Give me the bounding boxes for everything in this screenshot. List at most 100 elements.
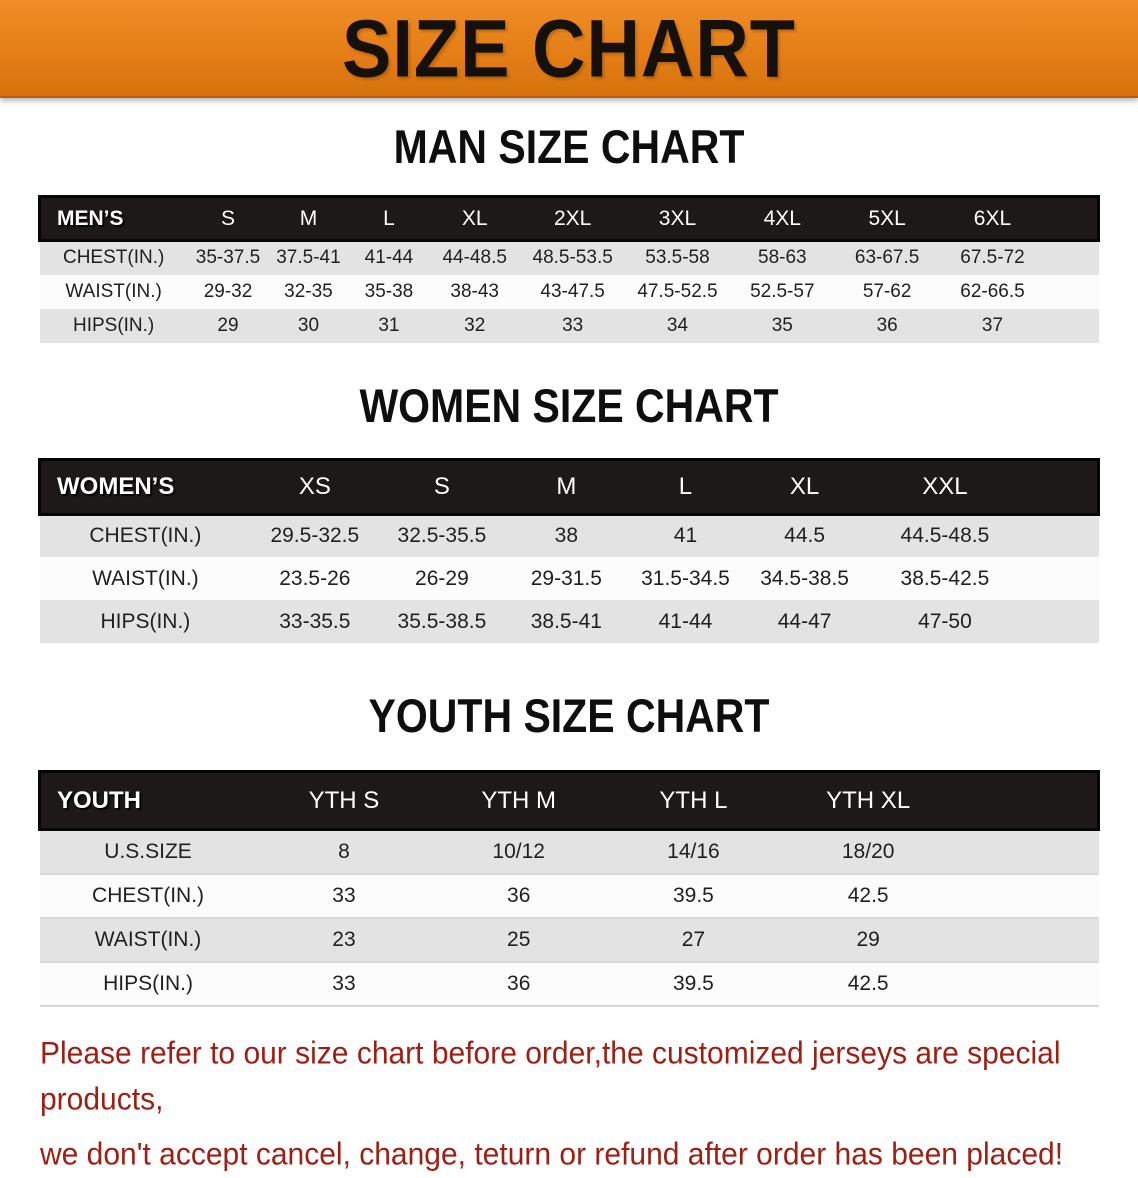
men-group-label: MEN’S	[37, 195, 188, 242]
value-cell: 18/20	[780, 829, 956, 875]
value-cell: 36	[834, 308, 940, 343]
value-cell: 29-32	[187, 274, 269, 309]
spacer-cell	[1024, 557, 1099, 600]
youth-header-row: YOUTH YTH S YTH M YTH L YTH XL	[37, 770, 1100, 831]
value-cell: 35.5-38.5	[378, 600, 506, 643]
size-column-header: 5XL	[834, 195, 940, 242]
value-cell: 29.5-32.5	[251, 514, 379, 557]
row-label: WAIST(IN.)	[39, 274, 188, 309]
value-cell: 37.5-41	[268, 240, 349, 275]
value-cell: 44-47	[743, 600, 866, 643]
men-size-section: MAN SIZE CHART MEN’S S M L XL 2XL 3XL 4X…	[0, 120, 1138, 343]
row-label: CHEST(IN.)	[39, 240, 188, 275]
value-cell: 27	[606, 917, 781, 963]
size-column-header: 2XL	[520, 195, 626, 242]
size-column-header: XXL	[865, 457, 1025, 516]
value-cell: 31	[348, 308, 430, 343]
youth-ussize-row: U.S.SIZE 8 10/12 14/16 18/20	[39, 829, 1099, 875]
youth-section-heading: YOUTH SIZE CHART	[368, 689, 770, 743]
banner-title: SIZE CHART	[342, 2, 796, 94]
value-cell: 35-37.5	[187, 240, 269, 275]
value-cell: 31.5-34.5	[627, 557, 744, 600]
value-cell: 34	[625, 308, 730, 343]
size-column-header: YTH XL	[780, 770, 956, 831]
value-cell: 44-48.5	[429, 240, 521, 275]
value-cell: 47.5-52.5	[625, 274, 730, 309]
women-waist-row: WAIST(IN.) 23.5-26 26-29 29-31.5 31.5-34…	[39, 557, 1099, 600]
spacer-cell	[955, 873, 1099, 919]
size-column-header: M	[505, 457, 628, 516]
men-size-table: MEN’S S M L XL 2XL 3XL 4XL 5XL 6XL CHEST…	[37, 195, 1101, 343]
row-label: CHEST(IN.)	[39, 514, 252, 557]
size-column-header: YTH S	[256, 770, 432, 831]
youth-chest-row: CHEST(IN.) 33 36 39.5 42.5	[39, 873, 1099, 919]
value-cell: 10/12	[431, 829, 607, 875]
value-cell: 47-50	[865, 600, 1025, 643]
value-cell: 34.5-38.5	[743, 557, 866, 600]
value-cell: 35	[729, 308, 835, 343]
value-cell: 23	[256, 917, 432, 963]
row-label: CHEST(IN.)	[39, 873, 257, 919]
row-label: U.S.SIZE	[39, 829, 257, 875]
women-chest-row: CHEST(IN.) 29.5-32.5 32.5-35.5 38 41 44.…	[39, 514, 1099, 557]
value-cell: 57-62	[834, 274, 940, 309]
value-cell: 58-63	[729, 240, 835, 275]
value-cell: 33	[256, 961, 432, 1007]
size-column-header: L	[348, 195, 430, 242]
spacer-cell	[955, 961, 1099, 1007]
value-cell: 33	[256, 873, 432, 919]
size-column-header: XS	[251, 457, 379, 516]
women-size-section: WOMEN SIZE CHART WOMEN’S XS S M L XL XXL	[0, 379, 1138, 643]
size-column-header: L	[627, 457, 744, 516]
value-cell: 44.5	[743, 514, 866, 557]
value-cell: 32-35	[268, 274, 349, 309]
value-cell: 33-35.5	[251, 600, 379, 643]
value-cell: 35-38	[348, 274, 430, 309]
youth-group-label: YOUTH	[37, 770, 257, 831]
value-cell: 48.5-53.5	[520, 240, 626, 275]
value-cell: 38-43	[429, 274, 521, 309]
banner: SIZE CHART	[0, 0, 1138, 98]
value-cell: 26-29	[378, 557, 506, 600]
value-cell: 42.5	[780, 961, 956, 1007]
value-cell: 25	[431, 917, 607, 963]
size-column-header: S	[187, 195, 269, 242]
value-cell: 44.5-48.5	[865, 514, 1025, 557]
value-cell: 14/16	[606, 829, 781, 875]
men-header-row: MEN’S S M L XL 2XL 3XL 4XL 5XL 6XL	[37, 195, 1101, 242]
men-waist-row: WAIST(IN.) 29-32 32-35 35-38 38-43 43-47…	[39, 274, 1099, 309]
spacer-cell	[1045, 240, 1099, 275]
women-header-row: WOMEN’S XS S M L XL XXL	[38, 457, 1101, 516]
size-column-header: 6XL	[939, 195, 1046, 242]
spacer-cell	[1045, 195, 1101, 242]
value-cell: 29	[187, 308, 269, 343]
value-cell: 39.5	[606, 873, 781, 919]
value-cell: 63-67.5	[834, 240, 940, 275]
value-cell: 38.5-42.5	[865, 557, 1025, 600]
size-column-header: XL	[429, 195, 521, 242]
size-column-header: YTH L	[606, 770, 781, 831]
youth-size-section: YOUTH SIZE CHART YOUTH YTH S YTH M YTH L…	[0, 689, 1138, 1007]
value-cell: 52.5-57	[729, 274, 835, 309]
spacer-cell	[1024, 457, 1101, 516]
value-cell: 41-44	[348, 240, 430, 275]
value-cell: 42.5	[780, 873, 956, 919]
value-cell: 53.5-58	[625, 240, 730, 275]
women-size-table: WOMEN’S XS S M L XL XXL CHEST(IN.) 29.5-…	[38, 457, 1101, 643]
row-label: WAIST(IN.)	[39, 917, 257, 963]
spacer-cell	[1024, 514, 1099, 557]
size-column-header: 3XL	[625, 195, 730, 242]
youth-size-table: YOUTH YTH S YTH M YTH L YTH XL U.S.SIZE …	[37, 770, 1100, 1007]
row-label: HIPS(IN.)	[39, 961, 257, 1007]
value-cell: 41-44	[627, 600, 744, 643]
value-cell: 43-47.5	[520, 274, 626, 309]
spacer-cell	[955, 829, 1099, 875]
men-chest-row: CHEST(IN.) 35-37.5 37.5-41 41-44 44-48.5…	[39, 240, 1099, 275]
men-section-heading: MAN SIZE CHART	[393, 120, 745, 174]
size-column-header: YTH M	[431, 770, 607, 831]
value-cell: 36	[431, 961, 607, 1007]
size-column-header: XL	[743, 457, 866, 516]
value-cell: 23.5-26	[251, 557, 379, 600]
spacer-cell	[955, 917, 1099, 963]
